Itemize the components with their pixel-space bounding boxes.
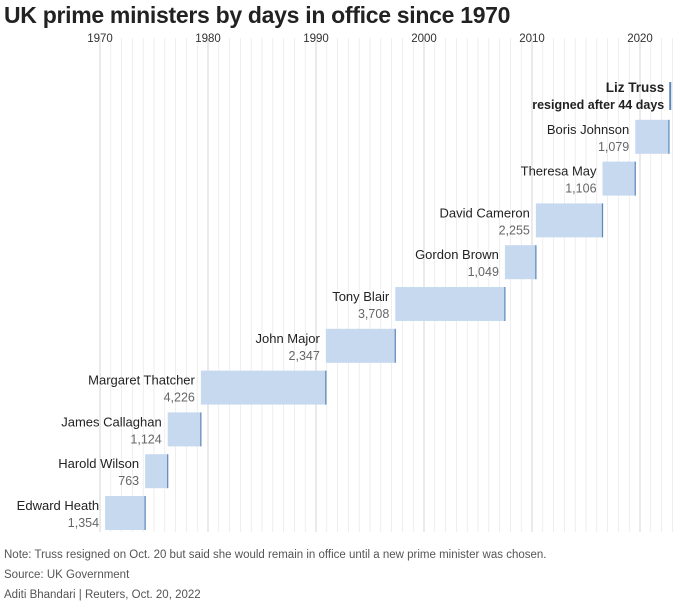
days-in-office-label: 1,079 (598, 140, 629, 154)
pm-name-label: Gordon Brown (415, 247, 499, 262)
bar-harold-wilson (145, 454, 168, 489)
pm-name-label: Liz Truss (606, 80, 665, 95)
bar-david-cameron (535, 203, 603, 238)
pm-name-label: James Callaghan (61, 414, 161, 429)
bar-tony-blair (395, 287, 505, 321)
x-tick-label: 1970 (87, 33, 113, 45)
pm-name-label: David Cameron (440, 205, 530, 220)
source-line: Source: UK Government (4, 569, 130, 581)
days-in-office-label: 3,708 (358, 307, 389, 321)
days-in-office-label: 4,226 (164, 391, 195, 405)
days-in-office-label: resigned after 44 days (532, 98, 664, 112)
bar-james-callaghan (167, 412, 201, 447)
bar-theresa-may (602, 161, 636, 196)
x-tick-label: 1990 (303, 33, 329, 45)
credit-line: Aditi Bhandari | Reuters, Oct. 20, 2022 (4, 589, 201, 601)
bar-gordon-brown (504, 245, 536, 280)
pm-name-label: Tony Blair (332, 289, 390, 304)
days-in-office-label: 2,255 (499, 223, 530, 237)
pm-name-label: Harold Wilson (58, 456, 139, 471)
bar-boris-johnson (635, 119, 669, 154)
x-tick-label: 2010 (519, 33, 545, 45)
bar-labels: Edward Heath 1,354 Harold Wilson 763 James C… (17, 80, 665, 530)
grid-lines (99, 38, 673, 532)
bar-margaret-thatcher (200, 370, 326, 405)
x-tick-label: 2020 (627, 33, 653, 45)
pm-name-label: Edward Heath (17, 498, 99, 513)
bar-john-major (325, 328, 396, 363)
days-in-office-label: 763 (118, 474, 139, 488)
bar-liz-truss (669, 82, 672, 110)
bars (105, 82, 672, 530)
x-tick-label: 1980 (195, 33, 221, 45)
pm-name-label: Boris Johnson (547, 122, 629, 137)
timeline-chart: 1970 1980 1990 2000 2010 2020 Edward Heath 1,3… (17, 33, 673, 532)
pm-name-label: Theresa May (521, 164, 597, 179)
days-in-office-label: 1,049 (468, 265, 499, 279)
x-tick-label: 2000 (411, 33, 437, 45)
days-in-office-label: 2,347 (289, 349, 320, 363)
days-in-office-label: 1,106 (565, 182, 596, 196)
pm-name-label: Margaret Thatcher (88, 373, 195, 388)
days-in-office-label: 1,124 (130, 432, 161, 446)
days-in-office-label: 1,354 (68, 516, 99, 530)
bar-edward-heath (105, 496, 146, 530)
x-axis: 1970 1980 1990 2000 2010 2020 (87, 33, 653, 45)
pm-name-label: John Major (256, 331, 321, 346)
footnote: Note: Truss resigned on Oct. 20 but said… (4, 549, 547, 561)
chart-title: UK prime ministers by days in office sin… (4, 2, 511, 28)
